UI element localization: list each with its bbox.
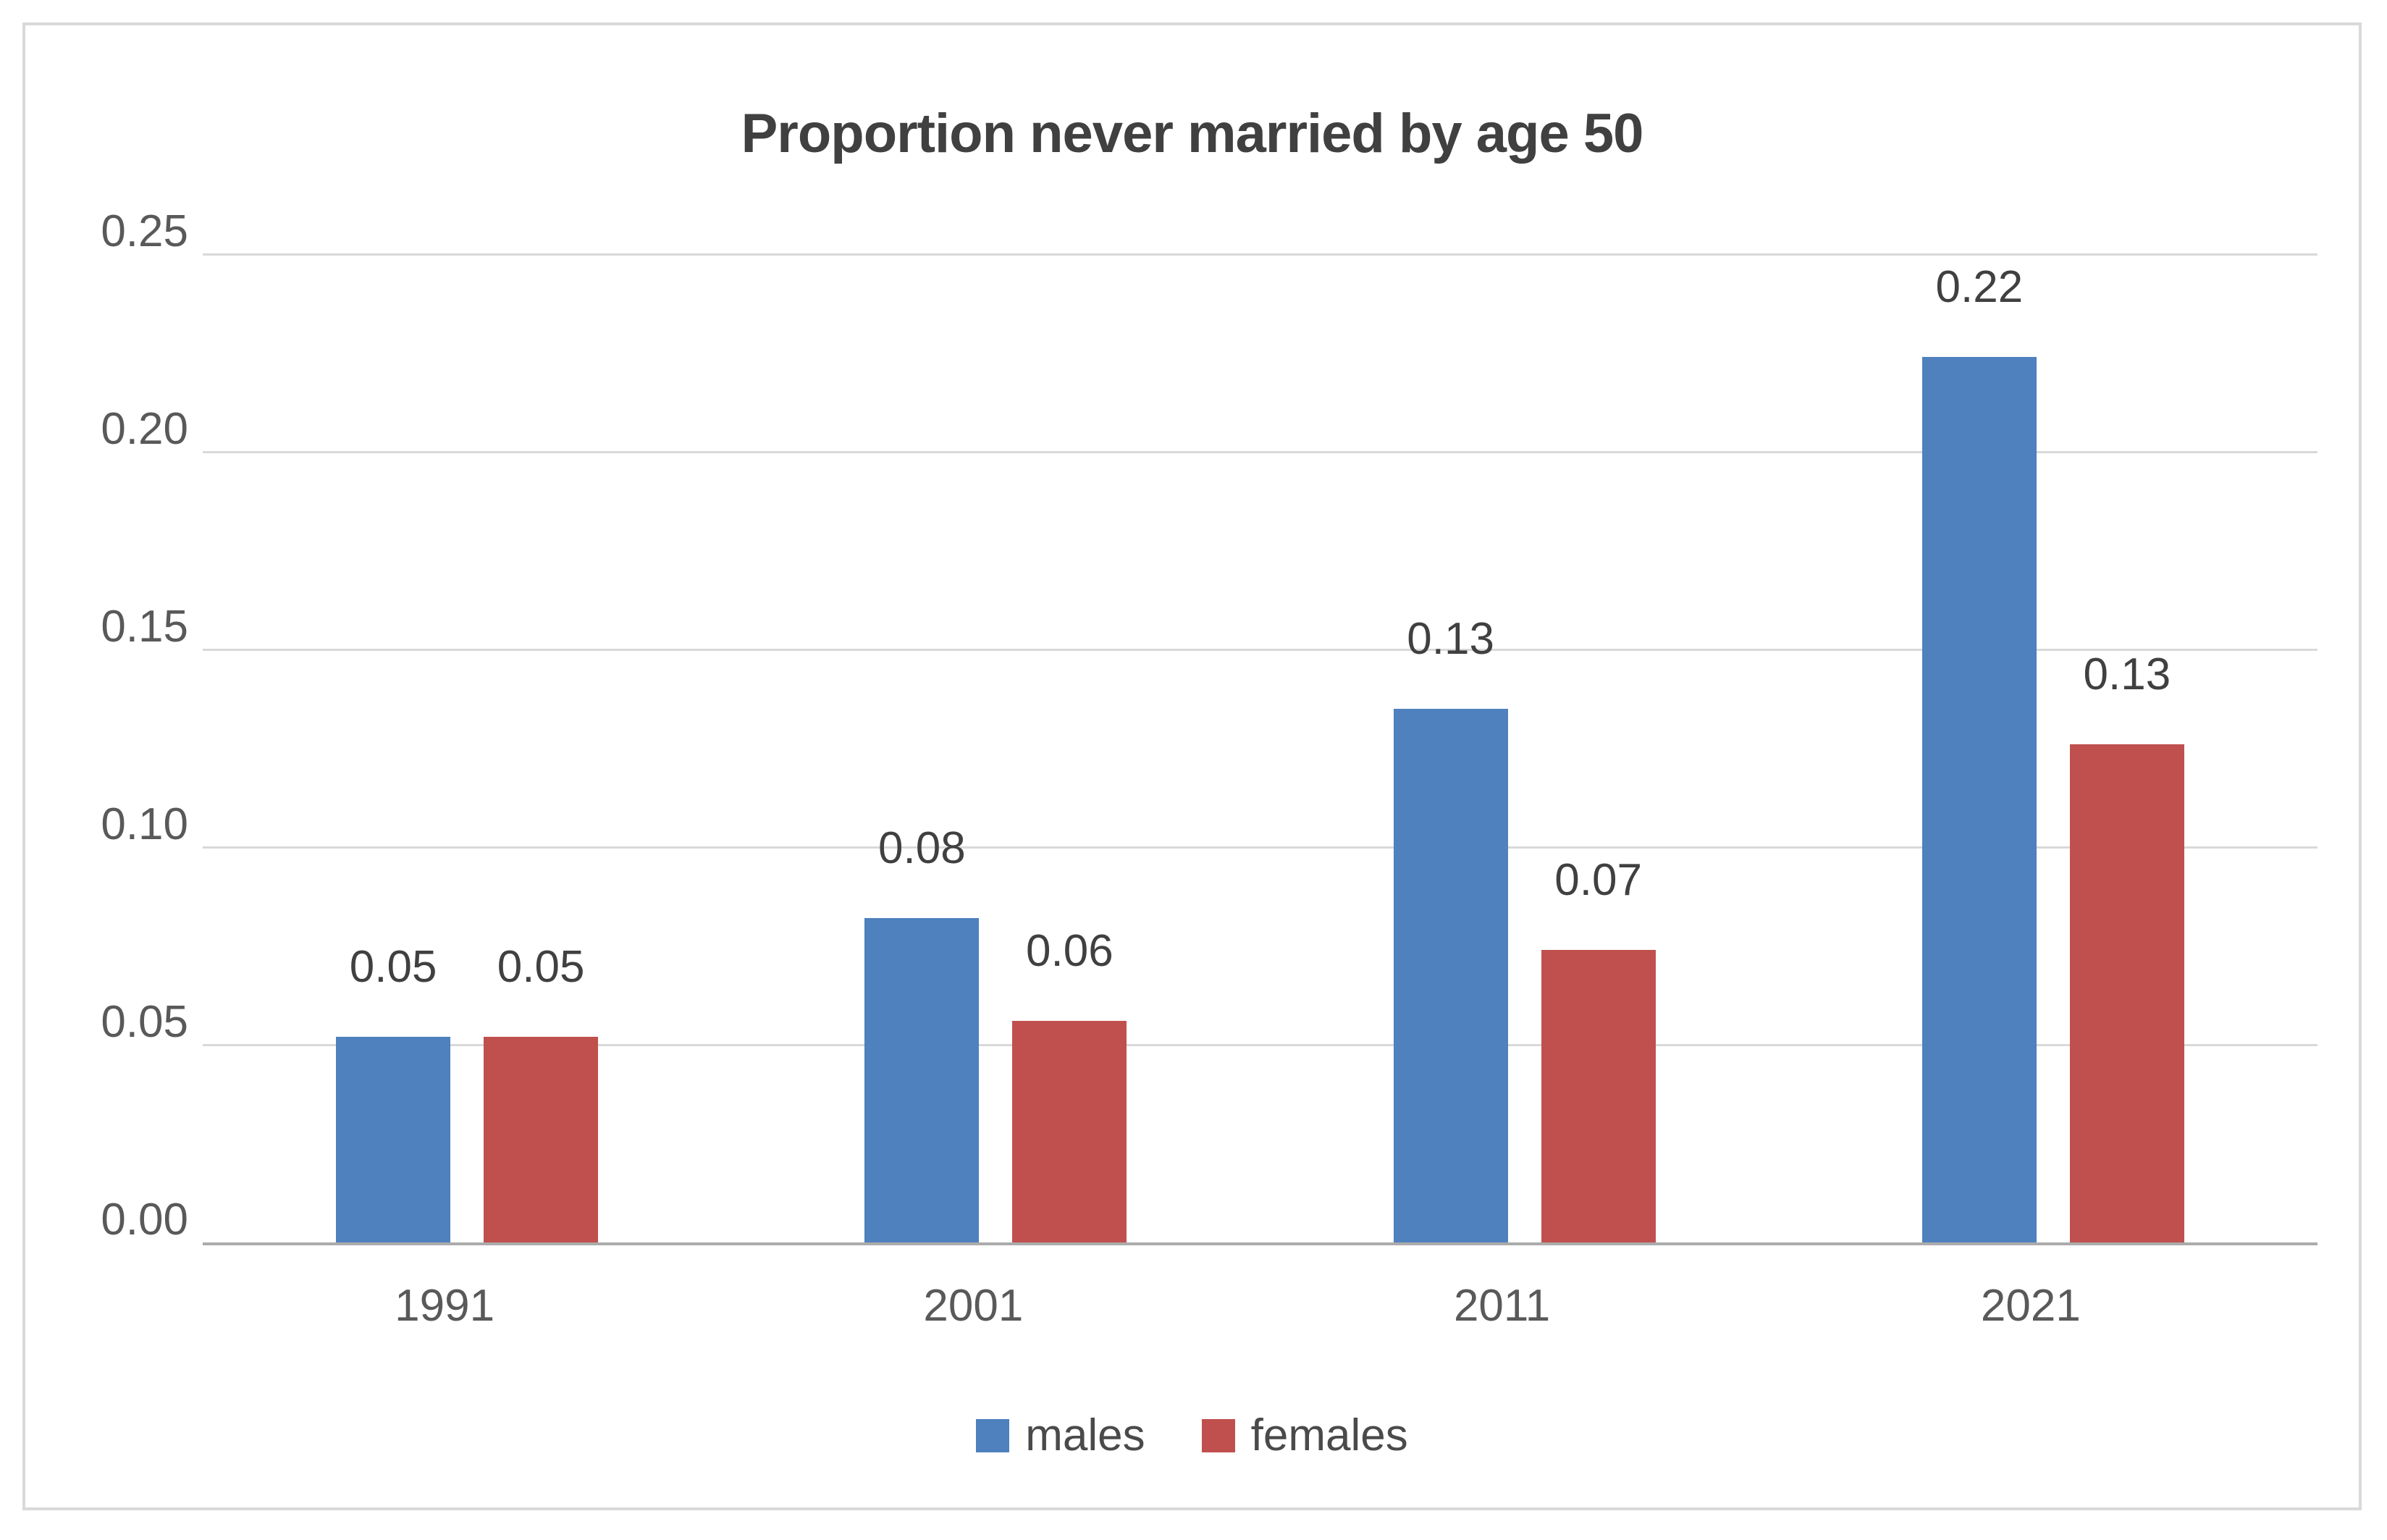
y-tick-label: 0.05	[101, 997, 188, 1047]
gridline	[203, 846, 2317, 849]
plot-area: 0.05 0.05 0.08 0.06 0.13 0.07 0.22 0.13	[203, 253, 2317, 1245]
gridline	[203, 451, 2317, 453]
x-tick-label-2001: 2001	[923, 1281, 1024, 1331]
bar-males-2011	[1393, 708, 1508, 1242]
legend-item-males: males	[976, 1413, 1145, 1459]
legend-label-males: males	[1025, 1410, 1145, 1460]
legend-item-females: females	[1201, 1410, 1408, 1460]
legend: males females	[25, 1413, 2359, 1459]
y-tick-label: 0.20	[101, 404, 188, 454]
x-tick-label-2021: 2021	[1980, 1281, 2081, 1331]
bar-value-label-females-2001: 0.06	[1026, 926, 1113, 977]
bar-males-2001	[864, 918, 980, 1242]
x-tick-label-2011: 2011	[1453, 1281, 1551, 1331]
gridline	[203, 1044, 2317, 1046]
bar-females-2001	[1012, 1021, 1127, 1242]
y-tick-label: 0.15	[101, 602, 188, 652]
bar-value-label-females-2021: 0.13	[2083, 649, 2171, 700]
gridline	[203, 253, 2317, 256]
bar-value-label-males-1991: 0.05	[349, 942, 437, 993]
chart-frame: Proportion never married by age 50 0.05 0…	[22, 22, 2362, 1510]
legend-swatch-females-icon	[1201, 1419, 1235, 1452]
bar-value-label-males-2011: 0.13	[1407, 613, 1494, 664]
y-tick-label: 0.25	[101, 206, 188, 256]
bar-males-1991	[336, 1037, 451, 1242]
bar-value-label-females-2011: 0.07	[1554, 854, 1642, 905]
chart-title: Proportion never married by age 50	[741, 103, 1644, 164]
legend-swatch-males-icon	[976, 1419, 1010, 1452]
x-tick-label-1991: 1991	[395, 1281, 495, 1331]
bar-value-label-males-2021: 0.22	[1935, 261, 2024, 312]
bar-females-1991	[484, 1037, 599, 1242]
gridline	[203, 649, 2317, 651]
y-tick-label: 0.10	[101, 799, 188, 849]
legend-label-females: females	[1250, 1410, 1408, 1460]
bar-value-label-males-2001: 0.08	[878, 823, 966, 874]
bar-females-2011	[1541, 949, 1656, 1242]
bar-females-2021	[2069, 744, 2184, 1242]
bar-males-2021	[1921, 356, 2037, 1242]
y-tick-label: 0.00	[101, 1195, 188, 1245]
x-axis-line	[203, 1242, 2317, 1245]
bar-value-label-females-1991: 0.05	[497, 942, 585, 993]
